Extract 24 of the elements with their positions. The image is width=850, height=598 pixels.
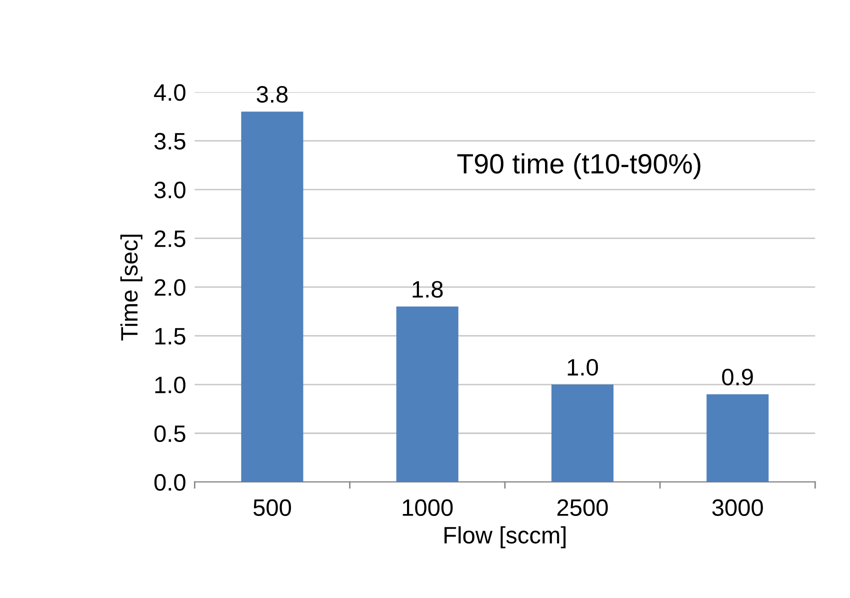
y-tick-label: 1.5 [155, 328, 186, 345]
bar [241, 112, 304, 482]
y-tick-label: 0.5 [154, 425, 186, 442]
bar [551, 384, 614, 482]
y-tick-label: 0.0 [154, 474, 186, 491]
bar [396, 306, 458, 482]
y-tick-label: 2.5 [154, 230, 186, 248]
x-axis-title: Flow [sccm] [444, 526, 566, 548]
y-tick-label: 1.0 [155, 376, 186, 394]
x-tick-label: 1000 [402, 499, 453, 516]
x-tick-label: 3000 [712, 499, 763, 516]
y-tick-label: 3.0 [154, 182, 186, 198]
data-label: 1.8 [412, 280, 443, 298]
y-axis-title: Time [sec] [120, 234, 142, 341]
y-tick-label: 2.0 [154, 279, 186, 296]
annotation: T90 time (t10-t90%) [457, 153, 700, 180]
data-label: 1.0 [568, 358, 598, 376]
x-tick-label: 2500 [557, 499, 608, 516]
bar [706, 394, 769, 482]
data-label: 3.8 [256, 86, 288, 103]
y-tick-label: 4.0 [154, 84, 186, 101]
data-label: 0.9 [722, 368, 753, 386]
x-tick-label: 500 [253, 499, 291, 516]
y-tick-label: 3.5 [154, 132, 186, 150]
